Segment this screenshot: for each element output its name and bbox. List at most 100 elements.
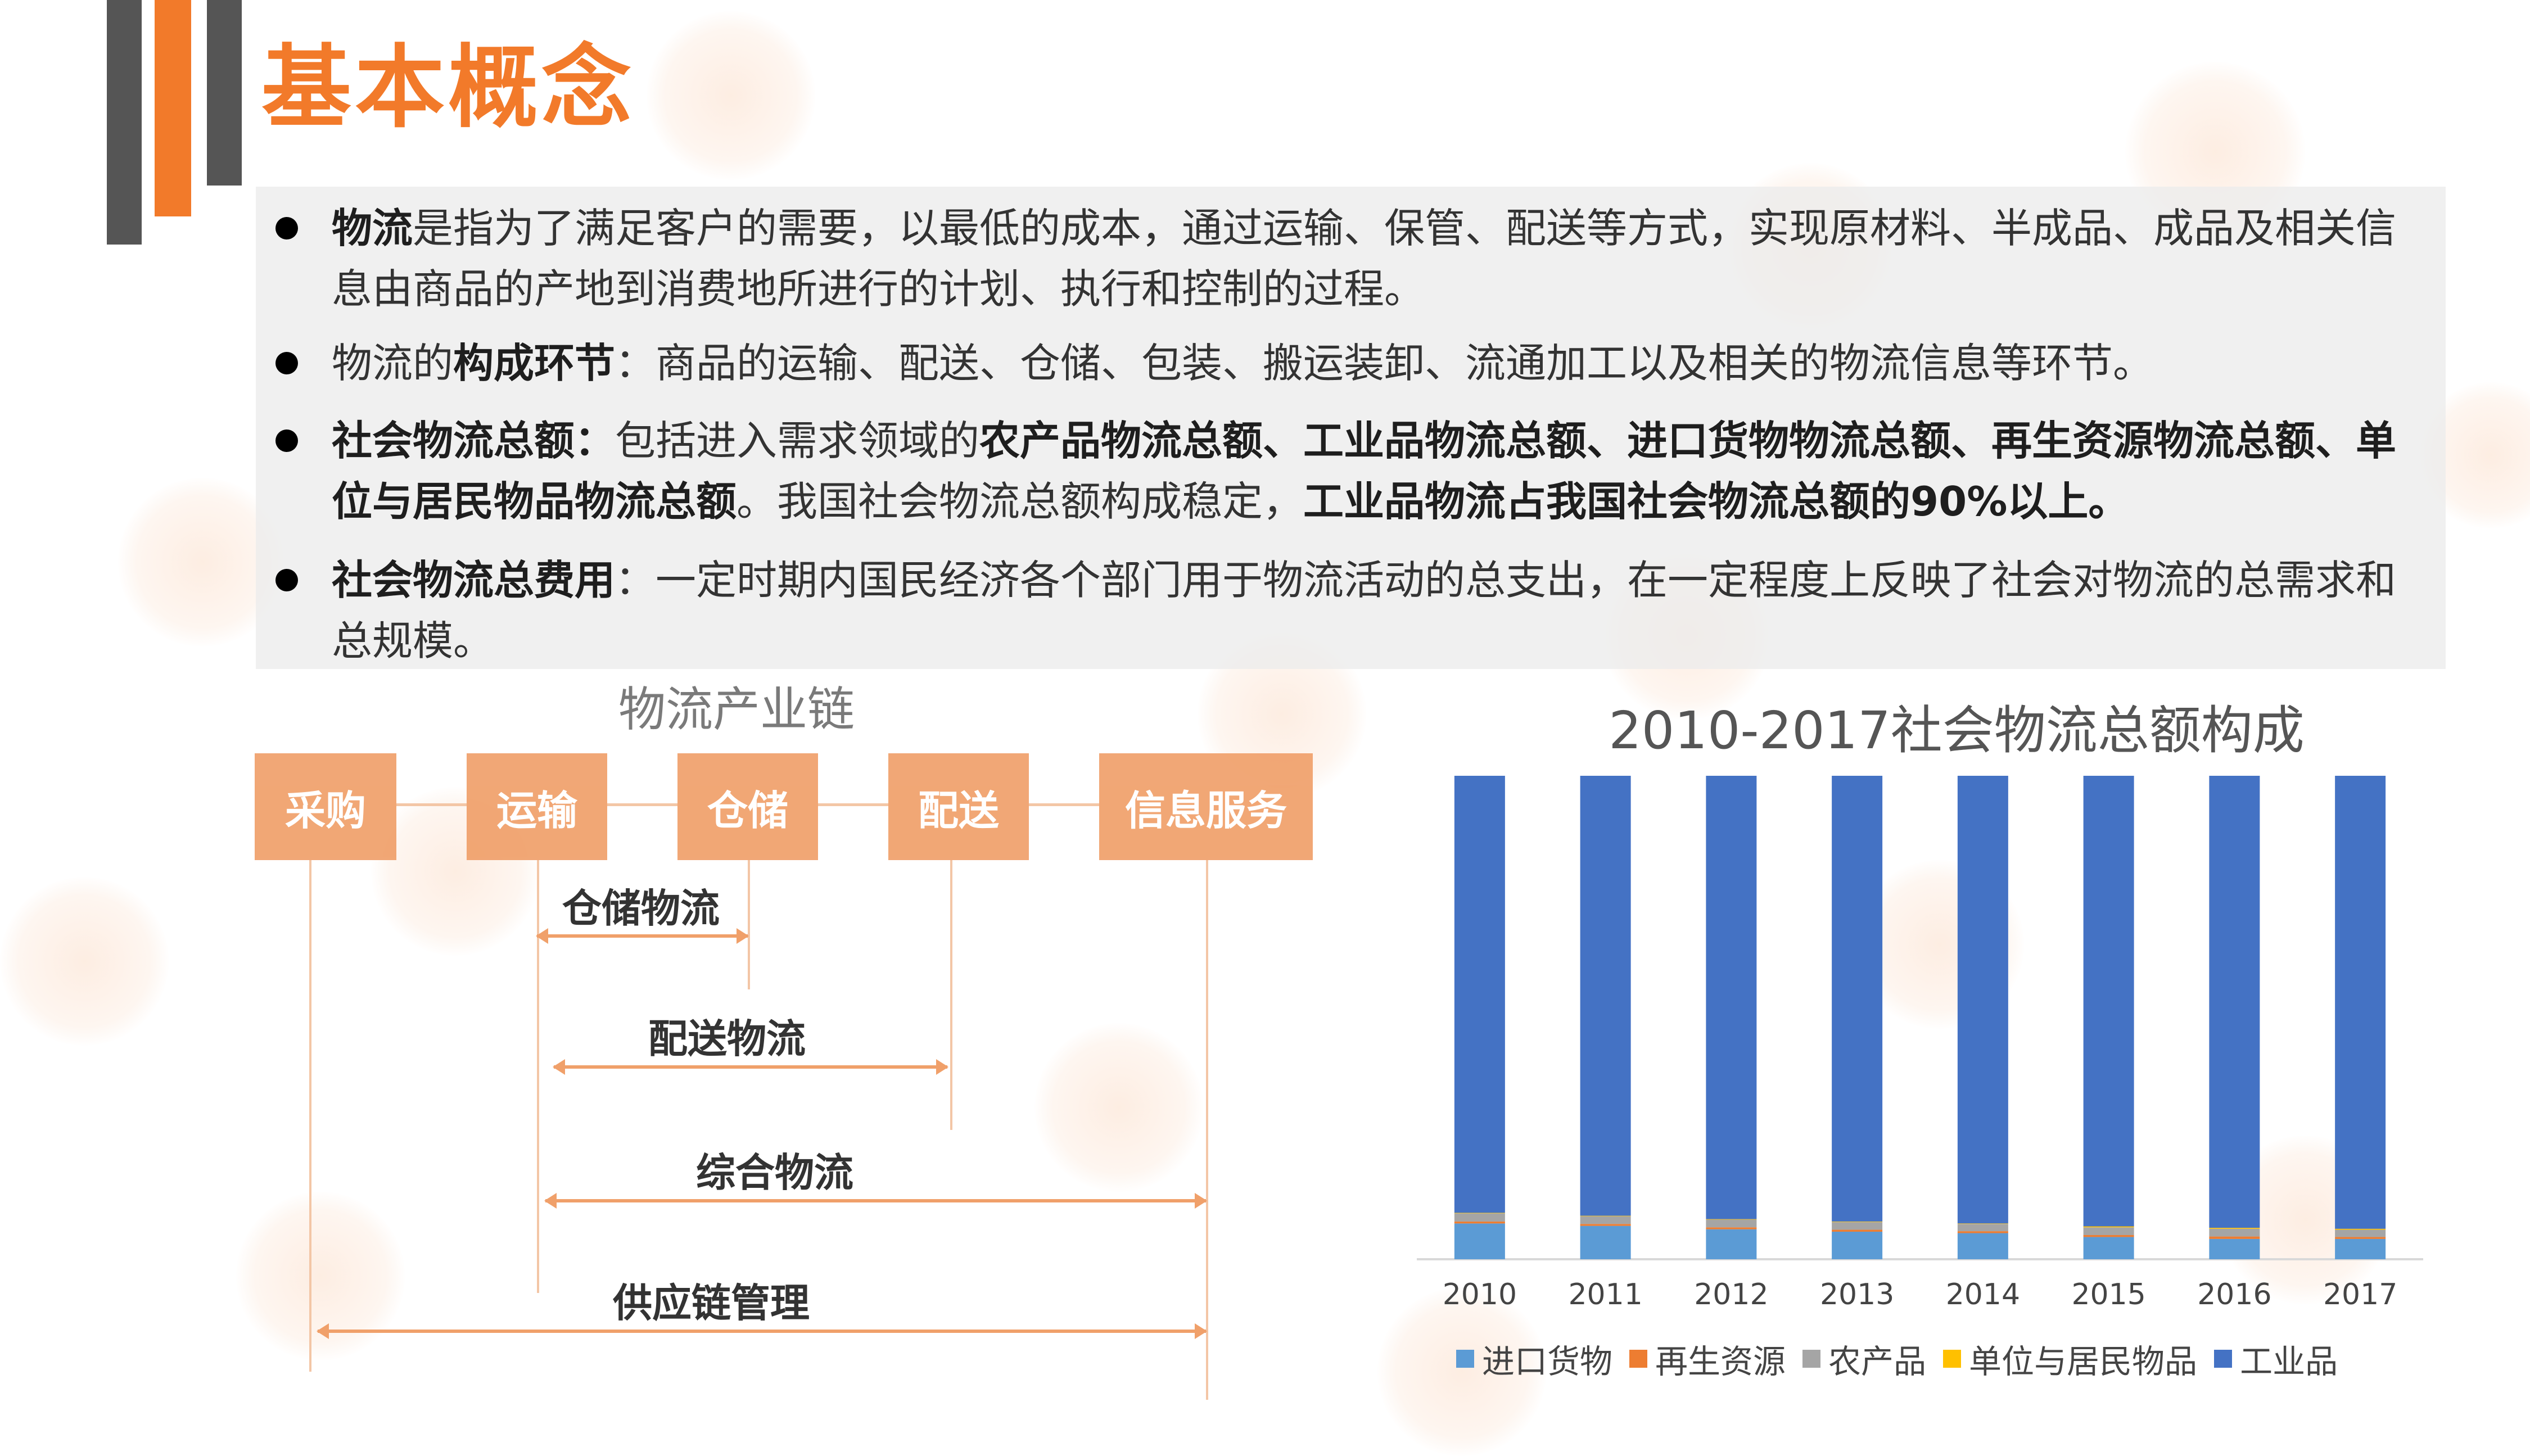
bar-segment-2016-单位与居民物品	[2209, 1228, 2260, 1229]
legend-item: 单位与居民物品	[1943, 1335, 2197, 1382]
page-title: 基本概念	[261, 35, 635, 140]
stage-box-info-service: 信息服务	[1099, 753, 1313, 860]
legend-swatch	[1802, 1350, 1821, 1368]
bar-segment-2013-再生资源	[1832, 1229, 1883, 1232]
chain-connector	[818, 803, 888, 806]
legend-label: 工业品	[2240, 1342, 2338, 1381]
guide-line	[537, 860, 539, 1293]
chart-title: 2010-2017社会物流总额构成	[1609, 700, 2305, 761]
legend-item: 再生资源	[1629, 1335, 1786, 1382]
x-tick-label: 2012	[1694, 1278, 1768, 1312]
bar-segment-2012-再生资源	[1706, 1227, 1757, 1229]
bar-segment-2016-进口货物	[2209, 1238, 2260, 1259]
bullet-dot-icon	[275, 569, 298, 591]
guide-line	[950, 860, 952, 1130]
span-arrow-integrated-logistics	[544, 1193, 1207, 1209]
bullet-bold-text: 社会物流总费用	[332, 557, 616, 604]
bar-segment-2012-农产品	[1706, 1219, 1757, 1228]
bar-segment-2017-进口货物	[2335, 1238, 2386, 1259]
bar-segment-2017-单位与居民物品	[2335, 1228, 2386, 1230]
bullet-text: 社会物流总额：包括进入需求领域的农产品物流总额、工业品物流总额、进口货物物流总额…	[332, 410, 2412, 532]
bar-segment-2011-工业品	[1580, 776, 1631, 1216]
bar-segment-2012-工业品	[1706, 776, 1757, 1219]
stage-box-warehouse: 仓储	[677, 753, 818, 860]
bar-segment-2013-工业品	[1832, 776, 1883, 1222]
bar-segment-2010-再生资源	[1454, 1221, 1505, 1224]
legend-label: 进口货物	[1482, 1342, 1613, 1381]
span-label-supply-chain: 供应链管理	[613, 1280, 810, 1326]
bullet-plain-text: ：商品的运输、配送、仓储、包装、搬运装卸、流通加工以及相关的物流信息等环节。	[615, 340, 2154, 387]
bar-segment-2011-农产品	[1580, 1216, 1631, 1224]
chain-connector	[607, 803, 677, 806]
watermark-logo	[0, 877, 169, 1046]
bullet-dot-icon	[275, 429, 298, 452]
chart-legend: 进口货物 再生资源 农产品 单位与居民物品 工业品	[1456, 1335, 2338, 1382]
bullet-plain-text: 。我国社会物流总额构成稳定，	[737, 478, 1304, 525]
legend-swatch	[2214, 1350, 2233, 1368]
bar-segment-2016-再生资源	[2209, 1236, 2260, 1239]
legend-swatch	[1629, 1350, 1648, 1368]
bar-segment-2010-农产品	[1454, 1213, 1505, 1222]
span-label-delivery-logistics: 配送物流	[648, 1016, 806, 1062]
bullet-bold-text: 社会物流总额：	[332, 417, 616, 464]
stage-box-transport: 运输	[467, 753, 607, 860]
definition-panel	[256, 187, 2446, 669]
bar-segment-2013-进口货物	[1832, 1231, 1883, 1259]
x-tick-label: 2016	[2197, 1278, 2271, 1312]
stacked-bar-chart: 2010 2011 2012 2013 2014 2015 2016 2017	[1417, 776, 2423, 1312]
x-tick-label: 2010	[1443, 1278, 1517, 1312]
bar-segment-2011-再生资源	[1580, 1224, 1631, 1226]
span-arrow-warehouse-logistics	[536, 928, 749, 944]
bullet-text: 物流的构成环节：商品的运输、配送、仓储、包装、搬运装卸、流通加工以及相关的物流信…	[332, 333, 2412, 394]
x-tick-label: 2014	[1946, 1278, 2020, 1312]
bullet-dot-icon	[275, 217, 298, 239]
watermark-logo	[1034, 1023, 1203, 1192]
bar-segment-2016-工业品	[2209, 776, 2260, 1228]
bar-segment-2010-进口货物	[1454, 1223, 1505, 1259]
bullet-text: 社会物流总费用：一定时期内国民经济各个部门用于物流活动的总支出，在一定程度上反映…	[332, 550, 2412, 671]
span-label-integrated-logistics: 综合物流	[696, 1150, 853, 1196]
bar-segment-2014-进口货物	[1957, 1233, 2008, 1259]
bullet-dot-icon	[275, 352, 298, 374]
bar-segment-2015-工业品	[2083, 776, 2134, 1227]
bar-segment-2015-进口货物	[2083, 1237, 2134, 1259]
stage-box-delivery: 配送	[888, 753, 1029, 860]
legend-item: 农产品	[1802, 1335, 1926, 1382]
bar-segment-2017-农产品	[2335, 1229, 2386, 1237]
bar-segment-2012-单位与居民物品	[1706, 1219, 1757, 1220]
bar-segment-2014-工业品	[1957, 776, 2008, 1224]
span-arrow-supply-chain	[317, 1323, 1207, 1339]
bar-segment-2011-单位与居民物品	[1580, 1215, 1631, 1217]
bar-segment-2015-再生资源	[2083, 1235, 2134, 1237]
guide-line	[748, 860, 750, 989]
guide-line	[309, 860, 311, 1372]
x-tick-label: 2013	[1820, 1278, 1894, 1312]
span-label-warehouse-logistics: 仓储物流	[562, 885, 720, 932]
legend-swatch	[1943, 1350, 1962, 1368]
chain-connector	[396, 803, 467, 806]
stage-box-purchase: 采购	[255, 753, 396, 860]
bar-segment-2015-农产品	[2083, 1227, 2134, 1235]
legend-swatch	[1456, 1350, 1474, 1368]
bullet-bold-text: 构成环节	[453, 340, 616, 387]
decor-bar-gray-left	[107, 0, 142, 245]
bullet-plain-text: 包括进入需求领域的	[615, 417, 980, 464]
bar-segment-2014-单位与居民物品	[1957, 1223, 2008, 1224]
bar-segment-2014-再生资源	[1957, 1231, 2008, 1233]
bullet-bold-text: 物流	[332, 205, 413, 252]
guide-line	[1206, 860, 1208, 1400]
bar-segment-2012-进口货物	[1706, 1229, 1757, 1259]
legend-item: 进口货物	[1456, 1335, 1612, 1382]
x-tick-label: 2017	[2323, 1278, 2397, 1312]
diagram-title: 物流产业链	[618, 682, 855, 737]
legend-label: 农产品	[1828, 1342, 1927, 1381]
decor-bar-gray-right	[207, 0, 242, 186]
bullet-plain-text: 物流的	[332, 340, 454, 387]
bar-segment-2013-农产品	[1832, 1222, 1883, 1230]
bar-segment-2014-农产品	[1957, 1224, 2008, 1232]
bullet-plain-text: ：一定时期内国民经济各个部门用于物流活动的总支出，在一定程度上反映了社会对物流的…	[332, 557, 2397, 664]
legend-label: 再生资源	[1655, 1342, 1786, 1381]
span-arrow-delivery-logistics	[553, 1059, 948, 1075]
bar-segment-2017-再生资源	[2335, 1237, 2386, 1239]
decor-bar-orange	[155, 0, 191, 216]
